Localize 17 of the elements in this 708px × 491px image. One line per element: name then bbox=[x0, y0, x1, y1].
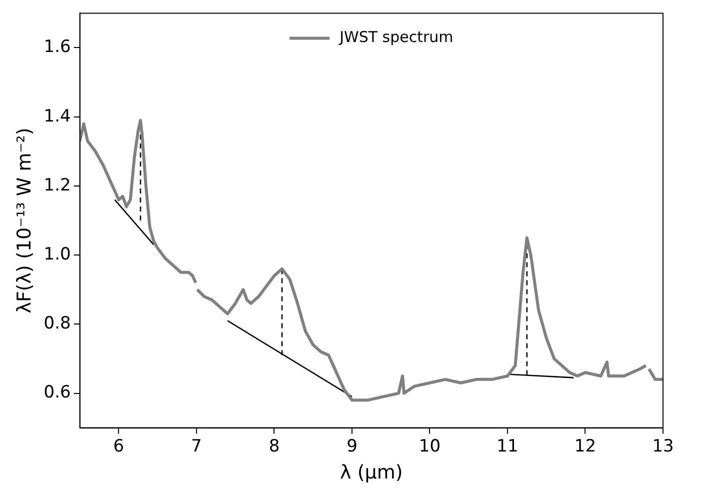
y-tick-label: 1.0 bbox=[44, 244, 71, 264]
y-tick-label: 0.8 bbox=[44, 314, 71, 334]
x-tick-label: 9 bbox=[346, 436, 358, 456]
x-tick-label: 11 bbox=[496, 436, 518, 456]
y-tick-label: 1.2 bbox=[44, 175, 71, 196]
x-tick-label: 12 bbox=[574, 436, 596, 456]
x-tick-label: 7 bbox=[191, 436, 202, 456]
y-tick-label: 1.6 bbox=[44, 37, 71, 58]
x-tick-label: 10 bbox=[418, 436, 441, 456]
y-tick-label: 0.6 bbox=[44, 382, 71, 403]
y-axis-title: λF(λ) (10⁻¹³ W m⁻²) bbox=[13, 128, 36, 314]
x-tick-label: 13 bbox=[652, 436, 674, 456]
x-axis-title: λ (μm) bbox=[340, 462, 403, 484]
y-tick-label: 1.4 bbox=[44, 106, 71, 126]
x-tick-label: 6 bbox=[113, 436, 124, 456]
legend-label: JWST spectrum bbox=[338, 28, 454, 46]
x-tick-label: 8 bbox=[268, 436, 280, 456]
